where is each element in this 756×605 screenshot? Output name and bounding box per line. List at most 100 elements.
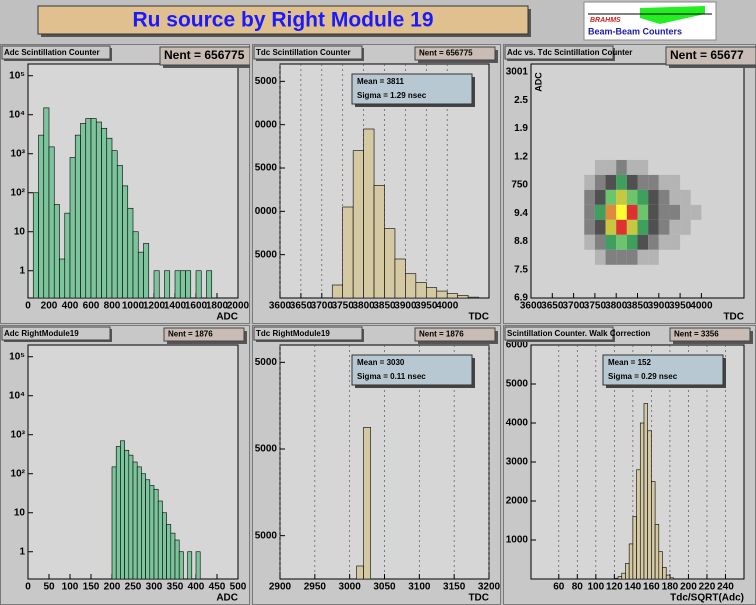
bar <box>122 185 129 299</box>
heat-cell <box>648 249 659 265</box>
x-tick-label: 4000 <box>436 301 459 312</box>
bar <box>643 403 648 580</box>
bar <box>69 157 76 299</box>
bar <box>628 543 634 580</box>
heat-cell <box>594 219 606 235</box>
x-tick-label: 500 <box>230 582 247 593</box>
bar <box>669 577 674 580</box>
bar <box>157 500 163 580</box>
bar <box>206 270 213 299</box>
x-tick-label: 4000 <box>690 301 713 312</box>
y-tick-label: 10⁴ <box>9 109 25 120</box>
heat-cell <box>616 204 627 220</box>
bar <box>166 524 172 580</box>
bar <box>132 461 138 580</box>
heat-cell <box>594 174 606 190</box>
x-tick-label: 150 <box>83 582 100 593</box>
x-tick-label: 140 <box>625 582 642 593</box>
x-tick-label: 3750 <box>332 301 355 312</box>
bar <box>116 165 123 299</box>
y-tick-label: 750 <box>511 180 528 191</box>
bar <box>356 565 364 580</box>
heat-cell <box>669 234 681 250</box>
page-title: Ru source by Right Module 19 <box>132 9 433 32</box>
bar <box>195 270 202 299</box>
bar <box>636 469 641 580</box>
x-tick-label: 400 <box>62 301 79 312</box>
x-tick-label: 2900 <box>269 582 292 593</box>
bar <box>654 524 660 580</box>
bar <box>38 134 45 299</box>
bar <box>651 481 656 580</box>
heat-cell <box>605 234 617 250</box>
bar <box>132 231 139 299</box>
fit-box <box>351 73 473 105</box>
stats-nent: Nent = 656775 <box>164 48 245 62</box>
title-tab <box>253 326 363 341</box>
x-tick-label: 800 <box>104 301 121 312</box>
bar <box>195 551 201 580</box>
bar <box>43 107 50 299</box>
x-axis-label: ADC <box>216 312 238 323</box>
bar <box>115 446 121 580</box>
x-tick-label: 3100 <box>408 582 431 593</box>
y-tick-label: 1.2 <box>514 151 528 162</box>
x-tick-label: 3900 <box>648 301 671 312</box>
bar <box>457 295 469 299</box>
bar <box>614 577 619 580</box>
stats-mean: Mean = 3811 <box>357 77 404 86</box>
heat-cell <box>637 219 649 235</box>
bar <box>662 567 667 580</box>
heat-cell <box>616 234 627 250</box>
x-tick-label: 1000 <box>122 301 145 312</box>
x-tick-label: 60 <box>553 582 565 593</box>
bar <box>143 243 150 299</box>
bar <box>101 127 108 299</box>
x-tick-label: 3050 <box>373 582 396 593</box>
heat-cell <box>616 189 627 205</box>
x-tick-label: 3750 <box>584 301 607 312</box>
pad-title: Adc Scintillation Counter <box>4 48 100 57</box>
heat-cell <box>594 249 606 265</box>
heat-cell <box>584 174 595 190</box>
x-tick-label: 3150 <box>443 582 466 593</box>
heat-cell <box>637 234 649 250</box>
x-axis-label: TDC <box>468 593 489 604</box>
title-tab <box>504 45 614 60</box>
stats-sigma: Sigma = 0.11 nsec <box>357 372 426 381</box>
x-tick-label: 50 <box>43 582 55 593</box>
bar <box>373 185 385 299</box>
stats-box <box>665 46 756 66</box>
bar <box>363 128 375 299</box>
x-tick-label: 300 <box>146 582 163 593</box>
heat-cell <box>594 189 606 205</box>
x-tick-label: 1400 <box>164 301 187 312</box>
bar <box>95 121 102 299</box>
bar <box>153 270 160 299</box>
x-tick-label: 400 <box>188 582 205 593</box>
bar <box>153 488 159 580</box>
y-tick-label: 10² <box>11 468 26 479</box>
bar <box>127 207 134 299</box>
bar <box>621 572 626 580</box>
bar <box>342 206 354 299</box>
heat-cell <box>584 189 595 205</box>
y-tick-label: 6000 <box>506 340 529 351</box>
fit-box <box>351 354 473 386</box>
x-tick-label: 3650 <box>541 301 564 312</box>
heat-cell <box>605 204 617 220</box>
y-tick-label: 10 <box>14 226 26 237</box>
heat-cell <box>680 204 691 220</box>
y-tick-label: 5000 <box>255 249 278 260</box>
heat-cell <box>637 159 649 175</box>
bar <box>111 150 118 299</box>
logo-text: Beam-Beam Counters <box>588 26 682 36</box>
y-tick-label: 10⁵ <box>9 351 25 362</box>
heat-cell <box>680 189 691 205</box>
x-tick-label: 160 <box>643 582 660 593</box>
heat-cell <box>648 174 659 190</box>
bar <box>639 422 645 580</box>
bar <box>106 137 113 299</box>
